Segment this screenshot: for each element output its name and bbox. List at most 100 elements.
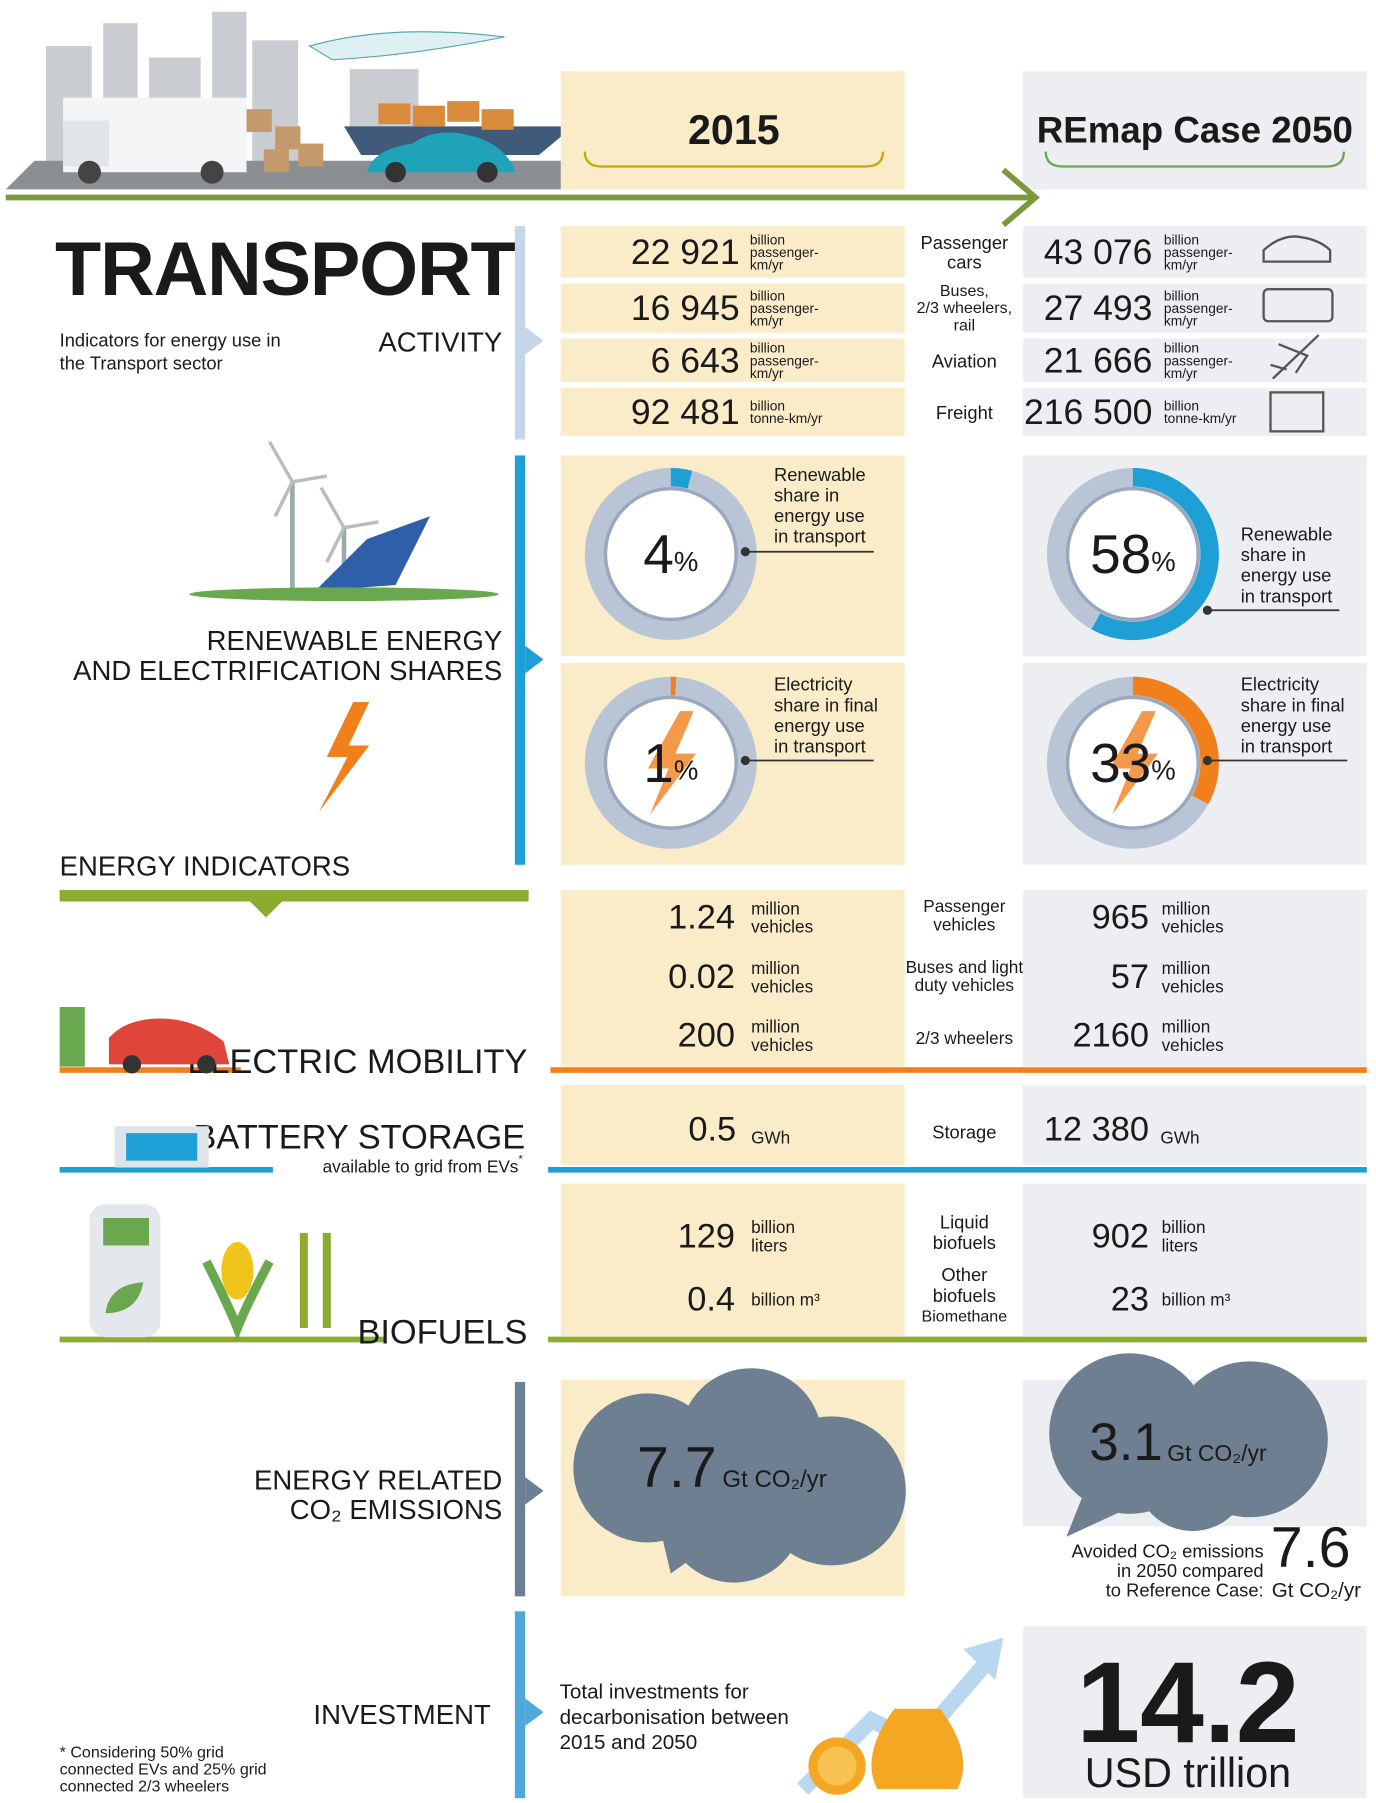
- investment-text-line: 2015 and 2050: [560, 1731, 698, 1754]
- avoided-value: 7.6: [1271, 1516, 1351, 1580]
- subtitle-line: the Transport sector: [60, 352, 223, 373]
- row-label-line: biofuels: [933, 1232, 996, 1253]
- share-caption-line: Renewable: [774, 463, 866, 484]
- share-unit: %: [674, 754, 698, 785]
- share-caption-line: in transport: [774, 525, 866, 546]
- section-label-line: RENEWABLE ENERGY: [207, 625, 503, 656]
- row-label: Storage: [932, 1121, 996, 1142]
- investment-text: Total investments fordecarbonisation bet…: [560, 1680, 789, 1753]
- share-caption-line: share in: [774, 484, 839, 505]
- share-caption-line: energy use: [1241, 714, 1332, 735]
- plane: [310, 32, 505, 60]
- row-label-line: Freight: [936, 401, 993, 422]
- note-text: available to grid from EVs: [323, 1156, 519, 1176]
- donut-arc: [671, 477, 690, 479]
- section-bar: [515, 455, 525, 864]
- unit-line: liters: [1162, 1236, 1198, 1256]
- year-2050: REmap Case 2050: [1037, 109, 1353, 150]
- share-caption-line: in transport: [1241, 585, 1333, 606]
- avoided-text-line: Avoided CO₂ emissions: [1071, 1540, 1263, 1561]
- charger: [60, 1007, 85, 1067]
- value-2015: 22 921: [631, 232, 740, 272]
- share-caption-line: share in final: [1241, 694, 1345, 715]
- row-label: Aviation: [932, 350, 997, 371]
- row-label-line: 2/3 wheelers: [916, 1028, 1013, 1048]
- unit-line: tonne-km/yr: [750, 411, 823, 426]
- row-label-line: Passenger: [921, 232, 1009, 253]
- wheel: [123, 1055, 141, 1073]
- value-2050: 23: [1111, 1280, 1149, 1318]
- section-pointer: [525, 327, 543, 355]
- section-bar: [515, 1611, 525, 1798]
- share-unit: %: [1151, 754, 1175, 785]
- share-caption-line: Renewable: [1241, 523, 1333, 544]
- section-label: RENEWABLE ENERGYAND ELECTRIFICATION SHAR…: [73, 625, 502, 686]
- share-caption-line: Electricity: [774, 673, 853, 694]
- panel: [1023, 1184, 1367, 1337]
- value-2050: 21 666: [1044, 340, 1153, 380]
- value-2050: 902: [1092, 1217, 1149, 1255]
- emission-2015: 7.7: [637, 1436, 717, 1500]
- battery-cell: [126, 1133, 197, 1161]
- turbine-blades: [269, 442, 326, 517]
- wheel: [385, 162, 406, 183]
- avoided-text-line: to Reference Case:: [1106, 1579, 1264, 1600]
- section-pointer: [525, 1698, 543, 1726]
- investment-text-line: decarbonisation between: [560, 1705, 789, 1728]
- emission-2050: 3.1: [1089, 1413, 1162, 1472]
- value-2015: 129: [678, 1217, 735, 1255]
- unit-line: km/yr: [1164, 257, 1198, 272]
- section-label: ENERGY RELATEDCO₂ EMISSIONS: [254, 1464, 502, 1525]
- box: [275, 126, 300, 149]
- unit-line: km/yr: [750, 365, 784, 380]
- container: [482, 109, 514, 130]
- unit-line: vehicles: [751, 917, 813, 937]
- value-2050: 57: [1111, 958, 1149, 996]
- row-label: Buses,2/3 wheelers,rail: [917, 282, 1012, 334]
- row-label-line: 2/3 wheelers,: [917, 299, 1012, 317]
- unit-line: million: [751, 1016, 800, 1036]
- unit-line: million: [1162, 958, 1211, 978]
- share-unit: %: [674, 545, 698, 576]
- row-label: Freight: [936, 401, 993, 422]
- note-mark: *: [518, 1154, 523, 1166]
- avoided-unit: Gt CO₂/yr: [1272, 1579, 1361, 1602]
- share-caption-line: energy use: [774, 505, 865, 526]
- investment-value: 14.2: [1076, 1639, 1299, 1767]
- value-2015: 0.02: [668, 958, 735, 996]
- value-2050: 43 076: [1044, 232, 1153, 272]
- unit-line: billion m³: [751, 1289, 820, 1309]
- share-caption-line: in transport: [774, 735, 866, 756]
- investment-unit: USD trillion: [1085, 1750, 1291, 1796]
- section-label: BIOFUELS: [357, 1314, 527, 1352]
- section-label: INVESTMENT: [313, 1699, 491, 1730]
- avoided-text-line: in 2050 compared: [1117, 1560, 1264, 1581]
- unit-line: million: [1162, 898, 1211, 918]
- box: [264, 149, 289, 172]
- unit-line: km/yr: [750, 313, 784, 328]
- value-2015: 92 481: [631, 392, 740, 432]
- unit-line: billion m³: [1162, 1289, 1231, 1309]
- unit-line: million: [1162, 1016, 1211, 1036]
- section-label-line: CO₂ EMISSIONS: [290, 1494, 503, 1525]
- unit-line: km/yr: [1164, 313, 1198, 328]
- share-number: 1: [643, 732, 674, 794]
- value-2050: 965: [1092, 899, 1149, 937]
- row-label-line: rail: [954, 316, 975, 334]
- box: [247, 109, 272, 132]
- value-2050: 27 493: [1044, 288, 1153, 328]
- share-caption-line: share in: [1241, 544, 1306, 565]
- container: [413, 106, 445, 127]
- coin: [818, 1747, 857, 1786]
- unit: GWh: [1160, 1128, 1199, 1148]
- value-2050: 2160: [1072, 1017, 1148, 1055]
- share-number: 33: [1090, 732, 1151, 794]
- unit-line: liters: [751, 1236, 787, 1256]
- avoided-text: Avoided CO₂ emissionsin 2050 comparedto …: [1071, 1540, 1263, 1600]
- row-label-line: Other: [941, 1264, 987, 1285]
- wheel: [78, 161, 101, 184]
- share-caption-line: energy use: [774, 714, 865, 735]
- wheel: [201, 161, 224, 184]
- infographic: 2015REmap Case 2050TRANSPORTIndicators f…: [0, 0, 1376, 1803]
- value-2015: 0.4: [687, 1280, 735, 1318]
